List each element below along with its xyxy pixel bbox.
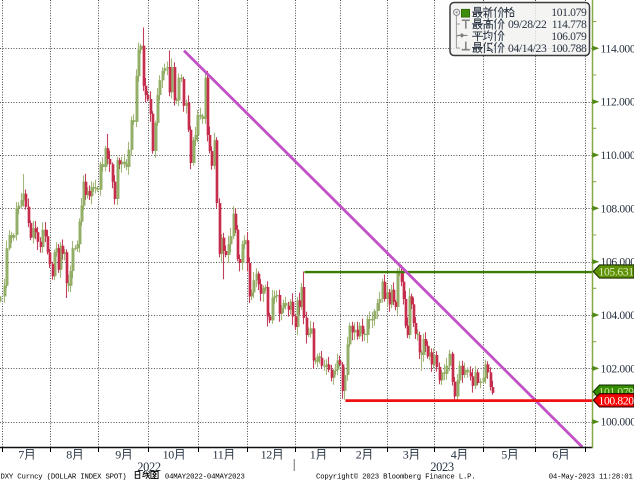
- svg-text:DXY Curncy (DOLLAR INDEX SPOT): DXY Curncy (DOLLAR INDEX SPOT): [1, 473, 127, 481]
- svg-text:105.631: 105.631: [599, 266, 634, 279]
- svg-text:100.820: 100.820: [599, 394, 634, 407]
- svg-text:9: 9: [115, 448, 121, 462]
- svg-text:102.000: 102.000: [601, 362, 634, 375]
- svg-text:7: 7: [18, 448, 24, 462]
- svg-text:Copyright© 2023 Bloomberg Fina: Copyright© 2023 Bloomberg Finance L.P.: [316, 472, 476, 481]
- svg-text:5: 5: [501, 448, 507, 462]
- svg-text:04-May-2023 11:28:01: 04-May-2023 11:28:01: [549, 473, 634, 481]
- svg-text:10: 10: [163, 448, 175, 462]
- svg-text:6: 6: [552, 448, 558, 462]
- svg-text:110.000: 110.000: [601, 149, 634, 162]
- svg-text:112.000: 112.000: [601, 96, 634, 109]
- svg-text:04/14/23: 04/14/23: [508, 42, 547, 55]
- svg-text:12: 12: [261, 448, 273, 462]
- svg-text:2023: 2023: [430, 460, 454, 474]
- svg-text:04MAY2022-04MAY2023: 04MAY2022-04MAY2023: [165, 473, 245, 481]
- svg-text:11: 11: [213, 448, 224, 462]
- svg-text:100.000: 100.000: [601, 416, 634, 429]
- svg-text:104.000: 104.000: [601, 309, 634, 322]
- svg-text:100.788: 100.788: [551, 42, 587, 55]
- svg-text:1: 1: [310, 448, 316, 462]
- svg-text:108.000: 108.000: [601, 202, 634, 215]
- svg-text:114.778: 114.778: [552, 18, 587, 31]
- svg-text:3: 3: [403, 448, 409, 462]
- svg-text:8: 8: [66, 448, 72, 462]
- svg-text:2: 2: [356, 448, 362, 462]
- svg-text:114.000: 114.000: [601, 42, 634, 55]
- svg-text:09/28/22: 09/28/22: [508, 18, 547, 31]
